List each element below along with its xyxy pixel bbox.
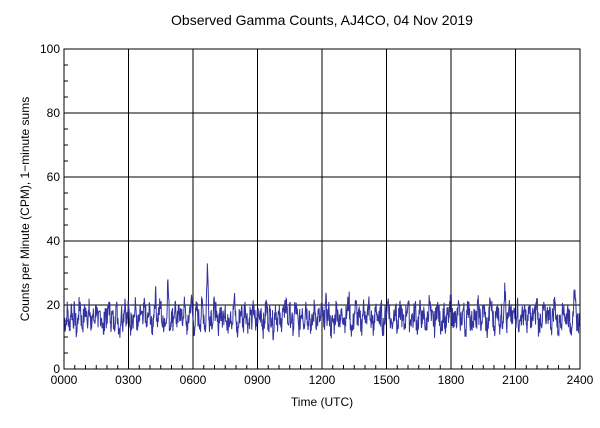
y-tick-label: 100 bbox=[40, 42, 60, 56]
gamma-count-series-line bbox=[63, 263, 581, 341]
y-tick-label: 80 bbox=[47, 106, 61, 120]
x-tick-label: 1200 bbox=[309, 373, 336, 387]
x-tick-label: 1800 bbox=[438, 373, 465, 387]
y-axis-label: Counts per Minute (CPM), 1−minute sums bbox=[18, 97, 32, 321]
chart-title: Observed Gamma Counts, AJ4CO, 04 Nov 201… bbox=[171, 12, 473, 28]
x-tick-label: 0300 bbox=[115, 373, 142, 387]
y-tick-label: 0 bbox=[53, 362, 60, 376]
x-tick-label: 0000 bbox=[51, 373, 78, 387]
x-tick-label: 1500 bbox=[373, 373, 400, 387]
x-tick-label: 2400 bbox=[567, 373, 594, 387]
y-tick-label: 40 bbox=[47, 234, 61, 248]
x-tick-label: 0900 bbox=[244, 373, 271, 387]
x-tick-label: 0600 bbox=[180, 373, 207, 387]
y-tick-label: 20 bbox=[47, 298, 61, 312]
y-tick-labels: 0 20 40 60 80 100 bbox=[40, 42, 60, 376]
x-tick-labels: 0000 0300 0600 0900 1200 1500 1800 2100 2400 bbox=[51, 373, 594, 387]
plot-series bbox=[63, 263, 581, 341]
plot-frame bbox=[63, 48, 581, 370]
y-tick-label: 60 bbox=[47, 170, 61, 184]
x-axis-label: Time (UTC) bbox=[291, 395, 353, 409]
x-tick-label: 2100 bbox=[502, 373, 529, 387]
